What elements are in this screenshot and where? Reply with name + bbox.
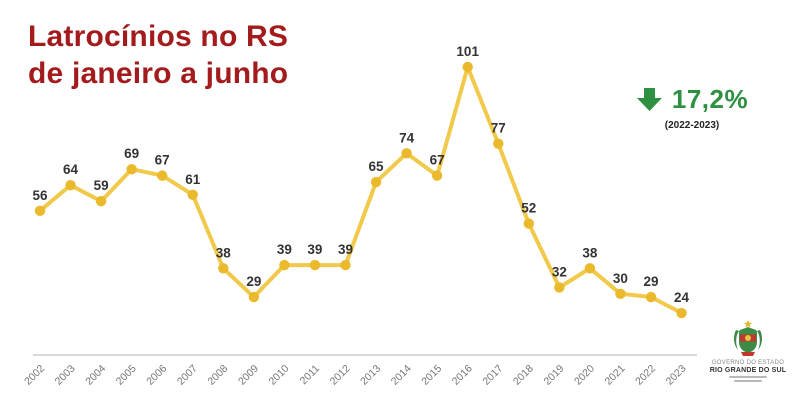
data-point [645, 291, 657, 303]
logo-org-line1: GOVERNO DO ESTADO [711, 360, 785, 366]
logo-org-line2: RIO GRANDE DO SUL [709, 367, 787, 374]
data-point [157, 170, 168, 181]
chart-line [38, 65, 684, 315]
data-point-label: 77 [491, 121, 506, 136]
coat-wreath-right [757, 330, 763, 350]
variation-stat: 17,2% (2022-2023) [622, 84, 762, 131]
data-point [431, 170, 443, 181]
data-point [126, 164, 137, 175]
data-point [218, 263, 229, 274]
government-logo: GOVERNO DO ESTADO RIO GRANDE DO SUL [704, 320, 792, 382]
x-axis-label: 2018 [511, 363, 536, 388]
x-axis-label: 2014 [389, 363, 414, 388]
data-point-label: 24 [674, 290, 690, 305]
x-axis-label: 2005 [114, 363, 139, 388]
x-axis-label: 2010 [267, 363, 292, 388]
arrow-down-icon [636, 88, 662, 111]
data-point [676, 307, 687, 319]
x-axis-label: 2002 [22, 363, 47, 388]
x-axis-label: 2022 [633, 363, 658, 388]
data-point-label: 29 [643, 274, 658, 289]
data-point [279, 259, 290, 271]
x-axis-label: 2009 [236, 363, 261, 388]
coat-wreath-left [733, 330, 739, 350]
x-axis-label: 2023 [664, 363, 689, 388]
data-point-label: 52 [521, 201, 536, 216]
data-point-label: 29 [246, 274, 261, 289]
data-point-label: 74 [399, 130, 415, 145]
x-axis-label: 2006 [144, 363, 169, 388]
data-point-label: 39 [307, 242, 322, 257]
data-point-label: 64 [63, 162, 79, 177]
x-axis-label: 2008 [205, 363, 230, 388]
x-axis-label: 2019 [541, 363, 566, 388]
data-point [340, 259, 351, 271]
coat-star [744, 320, 752, 328]
x-axis-label: 2007 [175, 363, 200, 388]
data-point-label: 39 [338, 242, 353, 257]
x-axis-label: 2020 [572, 363, 597, 388]
x-axis-label: 2015 [419, 363, 444, 388]
data-point-label: 30 [613, 271, 628, 286]
coat-ribbon [741, 352, 755, 356]
data-point-label: 39 [277, 242, 292, 257]
rs-coat-of-arms-icon [733, 320, 763, 356]
data-point [615, 288, 626, 300]
page-title: Latrocínios no RS de janeiro a junho [28, 18, 288, 92]
data-point [370, 176, 382, 188]
data-point-label: 101 [456, 44, 479, 59]
logo-small-text-line [729, 376, 767, 378]
data-point [95, 195, 107, 207]
x-axis-label: 2003 [53, 363, 78, 388]
data-point-label: 38 [216, 245, 232, 260]
logo-small-text-line [734, 380, 762, 382]
data-point-label: 38 [582, 245, 598, 260]
x-axis-label: 2012 [328, 363, 353, 388]
data-point-label: 69 [124, 146, 139, 161]
data-point [187, 189, 198, 200]
data-point [309, 259, 321, 271]
data-point-label: 67 [430, 153, 445, 168]
data-point-label: 67 [155, 153, 170, 168]
data-point-label: 65 [369, 159, 385, 174]
data-point [34, 205, 46, 216]
data-point-label: 61 [185, 172, 201, 187]
x-axis-label: 2011 [298, 363, 323, 388]
stat-period: (2022-2023) [664, 120, 720, 131]
stat-value: 17,2% [671, 84, 749, 114]
x-axis-label: 2016 [450, 363, 475, 388]
data-point-label: 56 [32, 188, 48, 203]
data-point [584, 263, 596, 274]
page-title-line2: de janeiro a junho [28, 57, 289, 90]
data-point [493, 138, 504, 149]
data-point [554, 282, 565, 293]
x-axis-label: 2021 [603, 363, 628, 388]
x-axis-label: 2004 [83, 363, 108, 388]
data-point [523, 218, 534, 229]
arrow-down-shape [636, 88, 662, 111]
data-point-label: 32 [552, 264, 567, 279]
data-point [462, 61, 473, 73]
page-title-line1: Latrocínios no RS [28, 20, 289, 53]
data-point [248, 291, 260, 303]
x-axis-label: 2013 [358, 363, 383, 388]
coat-center [745, 335, 751, 341]
data-point-label: 59 [94, 178, 109, 193]
data-point [401, 148, 412, 159]
variation-stat-row: 17,2% [622, 84, 762, 115]
x-axis-label: 2017 [480, 363, 505, 388]
data-point [65, 180, 76, 191]
